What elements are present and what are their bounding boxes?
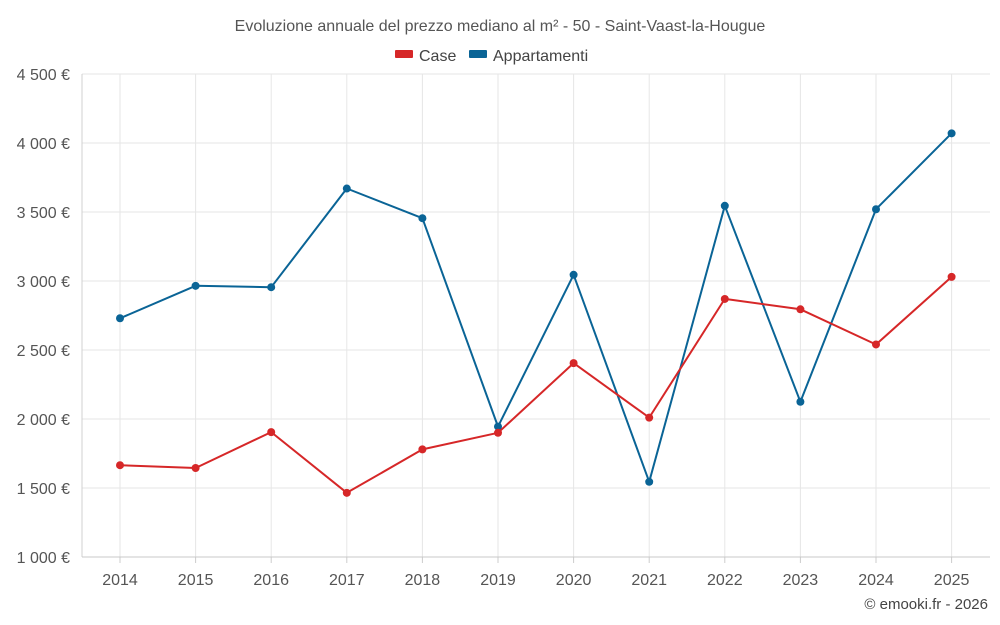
data-point-appartamenti[interactable] bbox=[645, 477, 654, 486]
series-layer bbox=[116, 129, 956, 497]
y-tick-label: 4 000 € bbox=[17, 136, 70, 153]
legend-item-case[interactable]: Case bbox=[395, 48, 456, 65]
legend[interactable]: Case Appartamenti bbox=[395, 48, 588, 65]
data-point-case[interactable] bbox=[720, 294, 729, 303]
data-point-case[interactable] bbox=[645, 413, 654, 422]
series-line-case bbox=[119, 276, 953, 494]
data-point-appartamenti[interactable] bbox=[947, 129, 956, 138]
x-tick-label: 2025 bbox=[934, 572, 970, 589]
legend-label-appartamenti: Appartamenti bbox=[493, 48, 588, 65]
data-point-appartamenti[interactable] bbox=[796, 397, 805, 406]
legend-item-appartamenti[interactable]: Appartamenti bbox=[469, 48, 588, 65]
y-tick-label: 3 500 € bbox=[17, 205, 70, 222]
data-point-appartamenti[interactable] bbox=[116, 314, 124, 323]
data-point-case[interactable] bbox=[947, 272, 956, 281]
x-tick-label: 2018 bbox=[405, 572, 441, 589]
data-point-case[interactable] bbox=[494, 428, 502, 437]
x-tick-label: 2016 bbox=[253, 572, 289, 589]
data-point-case[interactable] bbox=[116, 461, 124, 470]
x-tick-label: 2024 bbox=[858, 572, 894, 589]
grid bbox=[82, 73, 990, 557]
x-tick-label: 2022 bbox=[707, 572, 743, 589]
data-point-case[interactable] bbox=[267, 428, 276, 437]
credit-text: © emooki.fr - 2026 bbox=[864, 596, 988, 613]
data-point-appartamenti[interactable] bbox=[569, 270, 578, 279]
x-tick-label: 2015 bbox=[178, 572, 214, 589]
x-tick-label: 2023 bbox=[783, 572, 819, 589]
x-tick-label: 2020 bbox=[556, 572, 592, 589]
data-point-appartamenti[interactable] bbox=[494, 422, 502, 431]
data-point-appartamenti[interactable] bbox=[191, 281, 200, 290]
data-point-appartamenti[interactable] bbox=[267, 283, 276, 292]
data-point-case[interactable] bbox=[796, 305, 805, 314]
y-tick-label: 1 500 € bbox=[17, 481, 70, 498]
data-point-appartamenti[interactable] bbox=[872, 205, 880, 214]
y-tick-label: 3 000 € bbox=[17, 274, 70, 291]
y-tick-label: 2 500 € bbox=[17, 343, 70, 360]
data-point-case[interactable] bbox=[191, 463, 200, 472]
legend-swatch-appartamenti bbox=[469, 50, 487, 58]
x-tick-label: 2014 bbox=[102, 572, 138, 589]
chart-title: Evoluzione annuale del prezzo mediano al… bbox=[235, 18, 766, 35]
x-tick-label: 2021 bbox=[631, 572, 667, 589]
data-point-case[interactable] bbox=[342, 488, 351, 497]
y-tick-label: 2 000 € bbox=[17, 412, 70, 429]
data-point-case[interactable] bbox=[872, 340, 880, 349]
data-point-case[interactable] bbox=[569, 359, 578, 368]
y-tick-label: 1 000 € bbox=[17, 550, 70, 567]
y-tick-label: 4 500 € bbox=[17, 67, 70, 84]
series-line-appartamenti bbox=[119, 132, 953, 483]
legend-label-case: Case bbox=[419, 48, 456, 65]
data-point-appartamenti[interactable] bbox=[342, 184, 351, 193]
x-tick-label: 2017 bbox=[329, 572, 365, 589]
x-tick-label: 2019 bbox=[480, 572, 516, 589]
data-point-appartamenti[interactable] bbox=[720, 201, 729, 210]
data-point-case[interactable] bbox=[418, 445, 427, 454]
axes: 1 000 € 1 500 € 2 000 € 2 500 € 3 000 € 3 500… bbox=[17, 67, 990, 589]
legend-swatch-case bbox=[395, 50, 413, 58]
data-point-appartamenti[interactable] bbox=[418, 214, 427, 223]
